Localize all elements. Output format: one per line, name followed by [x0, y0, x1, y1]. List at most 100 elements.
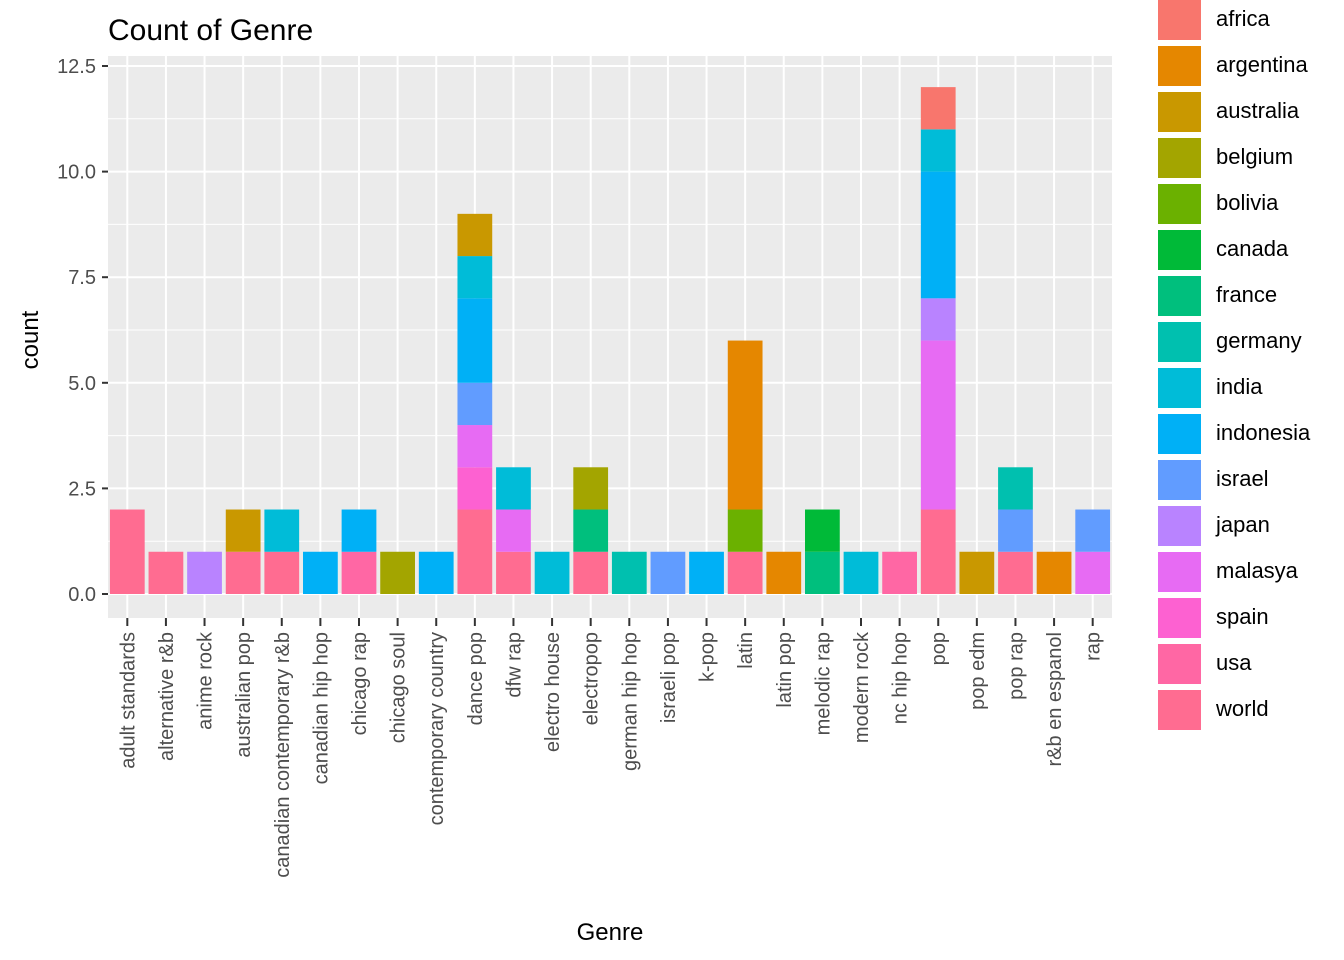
x-tick-label: nc hip hop [890, 632, 912, 724]
x-tick-label: r&b en espanol [1044, 632, 1066, 767]
bar-segment-germany [611, 551, 647, 594]
bar-segment-israel [650, 551, 686, 594]
bar-segment-israel [1075, 509, 1111, 552]
legend-key-canada [1158, 230, 1201, 270]
x-tick-label: alternative r&b [156, 632, 178, 761]
legend-label-belgium: belgium [1216, 144, 1293, 169]
x-tick-label: k-pop [697, 632, 719, 682]
legend-key-bolivia [1158, 184, 1201, 224]
bar-segment-india [843, 551, 879, 594]
bar-segment-world [225, 551, 261, 594]
x-tick-label: contemporary country [426, 632, 448, 825]
bar-segment-argentina [766, 551, 802, 594]
legend-label-indonesia: indonesia [1216, 420, 1311, 445]
bar-segment-india [920, 129, 956, 172]
bars [109, 87, 1111, 594]
y-tick-label: 10.0 [57, 162, 96, 184]
legend-key-usa [1158, 644, 1201, 684]
legend-key-israel [1158, 460, 1201, 500]
legend-label-bolivia: bolivia [1216, 190, 1279, 215]
bar-segment-israel [998, 509, 1033, 552]
x-tick-label: melodic rap [812, 632, 834, 735]
x-tick-label: chicago rap [349, 632, 371, 735]
x-tick-label: german hip hop [619, 632, 641, 771]
legend-key-france [1158, 276, 1201, 316]
legend-label-usa: usa [1216, 650, 1252, 675]
chart-title: Count of Genre [108, 14, 313, 47]
bar-segment-world [573, 551, 609, 594]
legend-label-world: world [1215, 696, 1269, 721]
x-tick-label: chicago soul [388, 632, 410, 743]
bar-segment-malasya [496, 509, 531, 552]
x-tick-label: anime rock [195, 631, 217, 730]
y-tick-label: 0.0 [68, 584, 96, 606]
y-tick-label: 12.5 [57, 56, 96, 78]
bar-segment-indonesia [418, 551, 454, 594]
bar-segment-argentina [1036, 551, 1072, 594]
legend-label-spain: spain [1216, 604, 1269, 629]
bar-segment-usa [341, 551, 377, 594]
bar-segment-france [805, 551, 840, 594]
x-tick-label: canadian contemporary r&b [272, 632, 294, 878]
y-tick-label: 2.5 [68, 478, 96, 500]
bar-segment-france [573, 509, 609, 552]
x-tick-label: australian pop [233, 632, 255, 758]
x-tick-label: electro house [542, 632, 564, 752]
bar-segment-belgium [573, 467, 609, 510]
y-tick-label: 5.0 [68, 373, 96, 395]
bar-segment-argentina [727, 340, 763, 510]
axes: 0.0 2.5 5.0 7.5 10.0 12.5 adult standards alter… [57, 56, 1105, 878]
bar-segment-germany [998, 467, 1033, 510]
bar-segment-australia [959, 551, 995, 594]
bar-segment-world [920, 509, 956, 594]
legend-key-africa [1158, 0, 1201, 40]
bar-segment-indonesia [689, 551, 724, 594]
bar-segment-bolivia [727, 509, 763, 552]
legend-label-india: india [1216, 374, 1263, 399]
legend-key-germany [1158, 322, 1201, 362]
bar-segment-india [264, 509, 300, 552]
legend-key-belgium [1158, 138, 1201, 178]
x-tick-label: latin [735, 632, 757, 669]
bar-segment-israel [457, 382, 493, 426]
bar-segment-indonesia [457, 298, 493, 383]
bar-segment-malasya [920, 340, 956, 510]
bar-segment-canada [805, 509, 840, 552]
legend-label-germany: germany [1216, 328, 1302, 353]
bar-segment-india [534, 551, 570, 594]
legend-key-world [1158, 690, 1201, 730]
x-tick-label: pop [928, 632, 950, 665]
x-tick-label: dance pop [465, 632, 487, 725]
x-axis-title: Genre [577, 919, 644, 946]
bar-segment-africa [920, 87, 956, 130]
legend-key-japan [1158, 506, 1201, 546]
bar-segment-australia [225, 509, 261, 552]
x-tick-label: modern rock [851, 631, 873, 743]
legend-label-canada: canada [1216, 236, 1289, 261]
x-tick-label: dfw rap [503, 632, 525, 698]
x-tick-label: latin pop [774, 632, 796, 708]
x-tick-label: rap [1083, 632, 1105, 661]
bar-segment-world [109, 509, 145, 594]
y-tick-label: 7.5 [68, 267, 96, 289]
x-tick-label: adult standards [117, 632, 139, 769]
bar-segment-japan [920, 298, 956, 341]
bar-segment-world [148, 551, 184, 594]
legend-key-australia [1158, 92, 1201, 132]
x-tick-label: electropop [581, 632, 603, 725]
legend-label-japan: japan [1215, 512, 1270, 537]
x-tick-label: israeli pop [658, 632, 680, 723]
legend-label-malasya: malasya [1216, 558, 1299, 583]
bar-segment-belgium [380, 551, 415, 594]
y-axis-title: count [17, 310, 44, 369]
legend-key-india [1158, 368, 1201, 408]
bar-segment-australia [457, 213, 493, 257]
legend-label-israel: israel [1216, 466, 1269, 491]
bar-segment-india [496, 467, 531, 510]
legend-key-argentina [1158, 46, 1201, 86]
legend-label-argentina: argentina [1216, 52, 1309, 77]
bar-segment-indonesia [341, 509, 377, 552]
bar-segment-spain [457, 467, 493, 510]
x-tick-label: pop rap [1005, 632, 1027, 700]
legend-label-australia: australia [1216, 98, 1300, 123]
